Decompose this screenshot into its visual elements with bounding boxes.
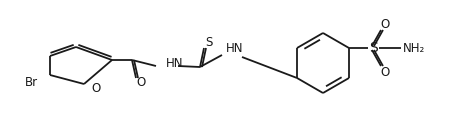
Text: O: O [136,76,145,89]
Text: S: S [370,41,379,55]
Text: HN: HN [226,41,243,54]
Text: O: O [380,66,390,79]
Text: O: O [91,82,100,95]
Text: O: O [380,18,390,31]
Text: HN: HN [166,57,184,70]
Text: Br: Br [24,76,38,89]
Text: S: S [205,35,213,48]
Text: NH₂: NH₂ [403,41,425,54]
